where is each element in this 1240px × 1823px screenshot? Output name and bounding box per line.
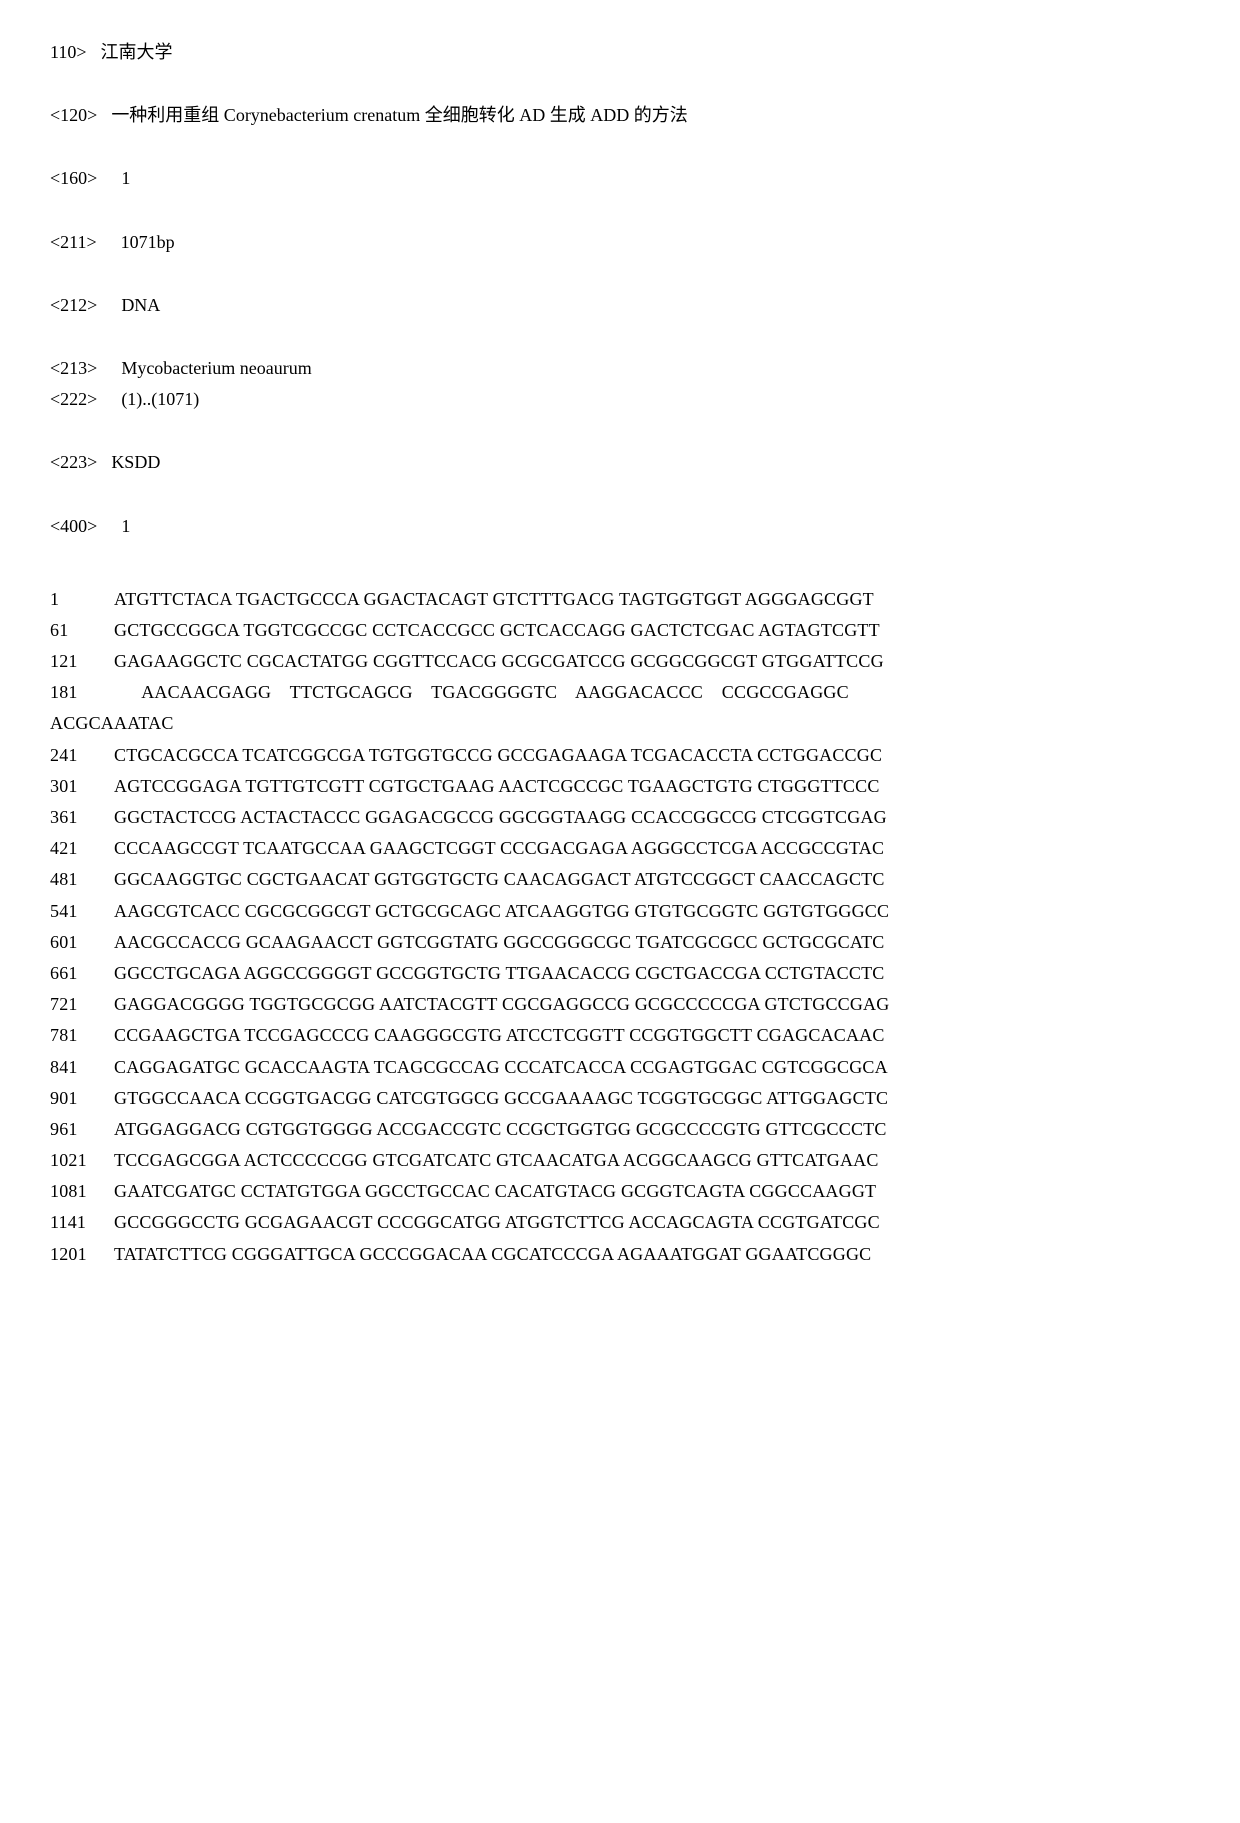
tag-211: <211> bbox=[50, 230, 121, 255]
sequence-position: 1021 bbox=[50, 1148, 114, 1173]
val-400: 1 bbox=[121, 514, 130, 539]
sequence-data: GGCAAGGTGC CGCTGAACAT GGTGGTGCTG CAACAGG… bbox=[114, 867, 885, 892]
val-223: KSDD bbox=[111, 450, 160, 475]
seq-header-211: <211> 1071bp bbox=[50, 230, 1190, 255]
sequence-row: 661GGCCTGCAGA AGGCCGGGGT GCCGGTGCTG TTGA… bbox=[50, 961, 1190, 986]
sequence-row: 361GGCTACTCCG ACTACTACCC GGAGACGCCG GGCG… bbox=[50, 805, 1190, 830]
sequence-row: 241CTGCACGCCA TCATCGGCGA TGTGGTGCCG GCCG… bbox=[50, 743, 1190, 768]
tag-120: <120> bbox=[50, 103, 111, 128]
sequence-data-wrap: ACGCAAATAC bbox=[50, 713, 174, 733]
sequence-row: 781CCGAAGCTGA TCCGAGCCCG CAAGGGCGTG ATCC… bbox=[50, 1023, 1190, 1048]
sequence-data: CTGCACGCCA TCATCGGCGA TGTGGTGCCG GCCGAGA… bbox=[114, 743, 882, 768]
sequence-position: 901 bbox=[50, 1086, 114, 1111]
tag-222: <222> bbox=[50, 387, 121, 412]
sequence-row: 301AGTCCGGAGA TGTTGTCGTT CGTGCTGAAG AACT… bbox=[50, 774, 1190, 799]
val-120: 一种利用重组 Corynebacterium crenatum 全细胞转化 AD… bbox=[111, 103, 687, 128]
sequence-block: 1ATGTTCTACA TGACTGCCCA GGACTACAGT GTCTTT… bbox=[50, 587, 1190, 1267]
sequence-position: 1141 bbox=[50, 1210, 114, 1235]
sequence-row: 841CAGGAGATGC GCACCAAGTA TCAGCGCCAG CCCA… bbox=[50, 1055, 1190, 1080]
sequence-data: GAGAAGGCTC CGCACTATGG CGGTTCCACG GCGCGAT… bbox=[114, 649, 884, 674]
sequence-row: 901GTGGCCAACA CCGGTGACGG CATCGTGGCG GCCG… bbox=[50, 1086, 1190, 1111]
sequence-position: 181 bbox=[50, 680, 114, 705]
val-211: 1071bp bbox=[121, 230, 175, 255]
tag-223: <223> bbox=[50, 450, 111, 475]
sequence-data: GAATCGATGC CCTATGTGGA GGCCTGCCAC CACATGT… bbox=[114, 1179, 876, 1204]
seq-header-160: <160> 1 bbox=[50, 166, 1190, 191]
sequence-position: 721 bbox=[50, 992, 114, 1017]
val-222: (1)..(1071) bbox=[121, 387, 199, 412]
seq-header-222: <222> (1)..(1071) bbox=[50, 387, 1190, 412]
sequence-data: GGCTACTCCG ACTACTACCC GGAGACGCCG GGCGGTA… bbox=[114, 805, 887, 830]
sequence-row: 1021TCCGAGCGGA ACTCCCCCGG GTCGATCATC GTC… bbox=[50, 1148, 1190, 1173]
seq-header-400: <400> 1 bbox=[50, 514, 1190, 539]
sequence-data: CCCAAGCCGT TCAATGCCAA GAAGCTCGGT CCCGACG… bbox=[114, 836, 884, 861]
tag-110: 110> bbox=[50, 40, 100, 65]
sequence-position: 301 bbox=[50, 774, 114, 799]
sequence-data: AAGCGTCACC CGCGCGGCGT GCTGCGCAGC ATCAAGG… bbox=[114, 899, 889, 924]
sequence-position: 121 bbox=[50, 649, 114, 674]
sequence-data: TCCGAGCGGA ACTCCCCCGG GTCGATCATC GTCAACA… bbox=[114, 1148, 879, 1173]
sequence-row: 181 AACAACGAGG TTCTGCAGCG TGACGGGGTC AAG… bbox=[50, 680, 1190, 705]
sequence-data: ATGGAGGACG CGTGGTGGGG ACCGACCGTC CCGCTGG… bbox=[114, 1117, 887, 1142]
sequence-data: GGCCTGCAGA AGGCCGGGGT GCCGGTGCTG TTGAACA… bbox=[114, 961, 884, 986]
sequence-position: 1081 bbox=[50, 1179, 114, 1204]
sequence-row-wrap: ACGCAAATAC bbox=[50, 711, 1190, 736]
sequence-data: AGTCCGGAGA TGTTGTCGTT CGTGCTGAAG AACTCGC… bbox=[114, 774, 880, 799]
sequence-data: GCTGCCGGCA TGGTCGCCGC CCTCACCGCC GCTCACC… bbox=[114, 618, 880, 643]
sequence-row: 121GAGAAGGCTC CGCACTATGG CGGTTCCACG GCGC… bbox=[50, 649, 1190, 674]
sequence-position: 421 bbox=[50, 836, 114, 861]
sequence-position: 1201 bbox=[50, 1242, 114, 1267]
sequence-row: 61GCTGCCGGCA TGGTCGCCGC CCTCACCGCC GCTCA… bbox=[50, 618, 1190, 643]
seq-header-213: <213> Mycobacterium neoaurum bbox=[50, 356, 1190, 381]
sequence-row: 421CCCAAGCCGT TCAATGCCAA GAAGCTCGGT CCCG… bbox=[50, 836, 1190, 861]
sequence-row: 721GAGGACGGGG TGGTGCGCGG AATCTACGTT CGCG… bbox=[50, 992, 1190, 1017]
seq-header-223: <223> KSDD bbox=[50, 450, 1190, 475]
sequence-row: 481GGCAAGGTGC CGCTGAACAT GGTGGTGCTG CAAC… bbox=[50, 867, 1190, 892]
sequence-position: 481 bbox=[50, 867, 114, 892]
sequence-position: 241 bbox=[50, 743, 114, 768]
sequence-row: 1201TATATCTTCG CGGGATTGCA GCCCGGACAA CGC… bbox=[50, 1242, 1190, 1267]
sequence-position: 541 bbox=[50, 899, 114, 924]
sequence-position: 361 bbox=[50, 805, 114, 830]
sequence-row: 1081GAATCGATGC CCTATGTGGA GGCCTGCCAC CAC… bbox=[50, 1179, 1190, 1204]
sequence-position: 781 bbox=[50, 1023, 114, 1048]
tag-400: <400> bbox=[50, 514, 121, 539]
sequence-data: CAGGAGATGC GCACCAAGTA TCAGCGCCAG CCCATCA… bbox=[114, 1055, 888, 1080]
tag-160: <160> bbox=[50, 166, 121, 191]
val-110: 江南大学 bbox=[100, 40, 172, 65]
seq-header-110: 110> 江南大学 bbox=[50, 40, 1190, 65]
sequence-data: GAGGACGGGG TGGTGCGCGG AATCTACGTT CGCGAGG… bbox=[114, 992, 889, 1017]
sequence-data: GTGGCCAACA CCGGTGACGG CATCGTGGCG GCCGAAA… bbox=[114, 1086, 888, 1111]
sequence-position: 961 bbox=[50, 1117, 114, 1142]
sequence-position: 661 bbox=[50, 961, 114, 986]
sequence-position: 601 bbox=[50, 930, 114, 955]
sequence-data: CCGAAGCTGA TCCGAGCCCG CAAGGGCGTG ATCCTCG… bbox=[114, 1023, 885, 1048]
seq-header-212: <212> DNA bbox=[50, 293, 1190, 318]
sequence-row: 1141GCCGGGCCTG GCGAGAACGT CCCGGCATGG ATG… bbox=[50, 1210, 1190, 1235]
sequence-data: ATGTTCTACA TGACTGCCCA GGACTACAGT GTCTTTG… bbox=[114, 587, 874, 612]
sequence-position: 61 bbox=[50, 618, 114, 643]
seq-header-120: <120> 一种利用重组 Corynebacterium crenatum 全细… bbox=[50, 103, 1190, 128]
val-212: DNA bbox=[121, 293, 160, 318]
sequence-position: 841 bbox=[50, 1055, 114, 1080]
sequence-data: AACAACGAGG TTCTGCAGCG TGACGGGGTC AAGGACA… bbox=[114, 680, 849, 705]
tag-213: <213> bbox=[50, 356, 121, 381]
sequence-row: 541AAGCGTCACC CGCGCGGCGT GCTGCGCAGC ATCA… bbox=[50, 899, 1190, 924]
sequence-row: 961ATGGAGGACG CGTGGTGGGG ACCGACCGTC CCGC… bbox=[50, 1117, 1190, 1142]
sequence-data: AACGCCACCG GCAAGAACCT GGTCGGTATG GGCCGGG… bbox=[114, 930, 884, 955]
sequence-row: 601AACGCCACCG GCAAGAACCT GGTCGGTATG GGCC… bbox=[50, 930, 1190, 955]
sequence-row: 1ATGTTCTACA TGACTGCCCA GGACTACAGT GTCTTT… bbox=[50, 587, 1190, 612]
sequence-data: GCCGGGCCTG GCGAGAACGT CCCGGCATGG ATGGTCT… bbox=[114, 1210, 880, 1235]
val-213: Mycobacterium neoaurum bbox=[121, 356, 311, 381]
sequence-data: TATATCTTCG CGGGATTGCA GCCCGGACAA CGCATCC… bbox=[114, 1242, 871, 1267]
tag-212: <212> bbox=[50, 293, 121, 318]
sequence-position: 1 bbox=[50, 587, 114, 612]
val-160: 1 bbox=[121, 166, 130, 191]
